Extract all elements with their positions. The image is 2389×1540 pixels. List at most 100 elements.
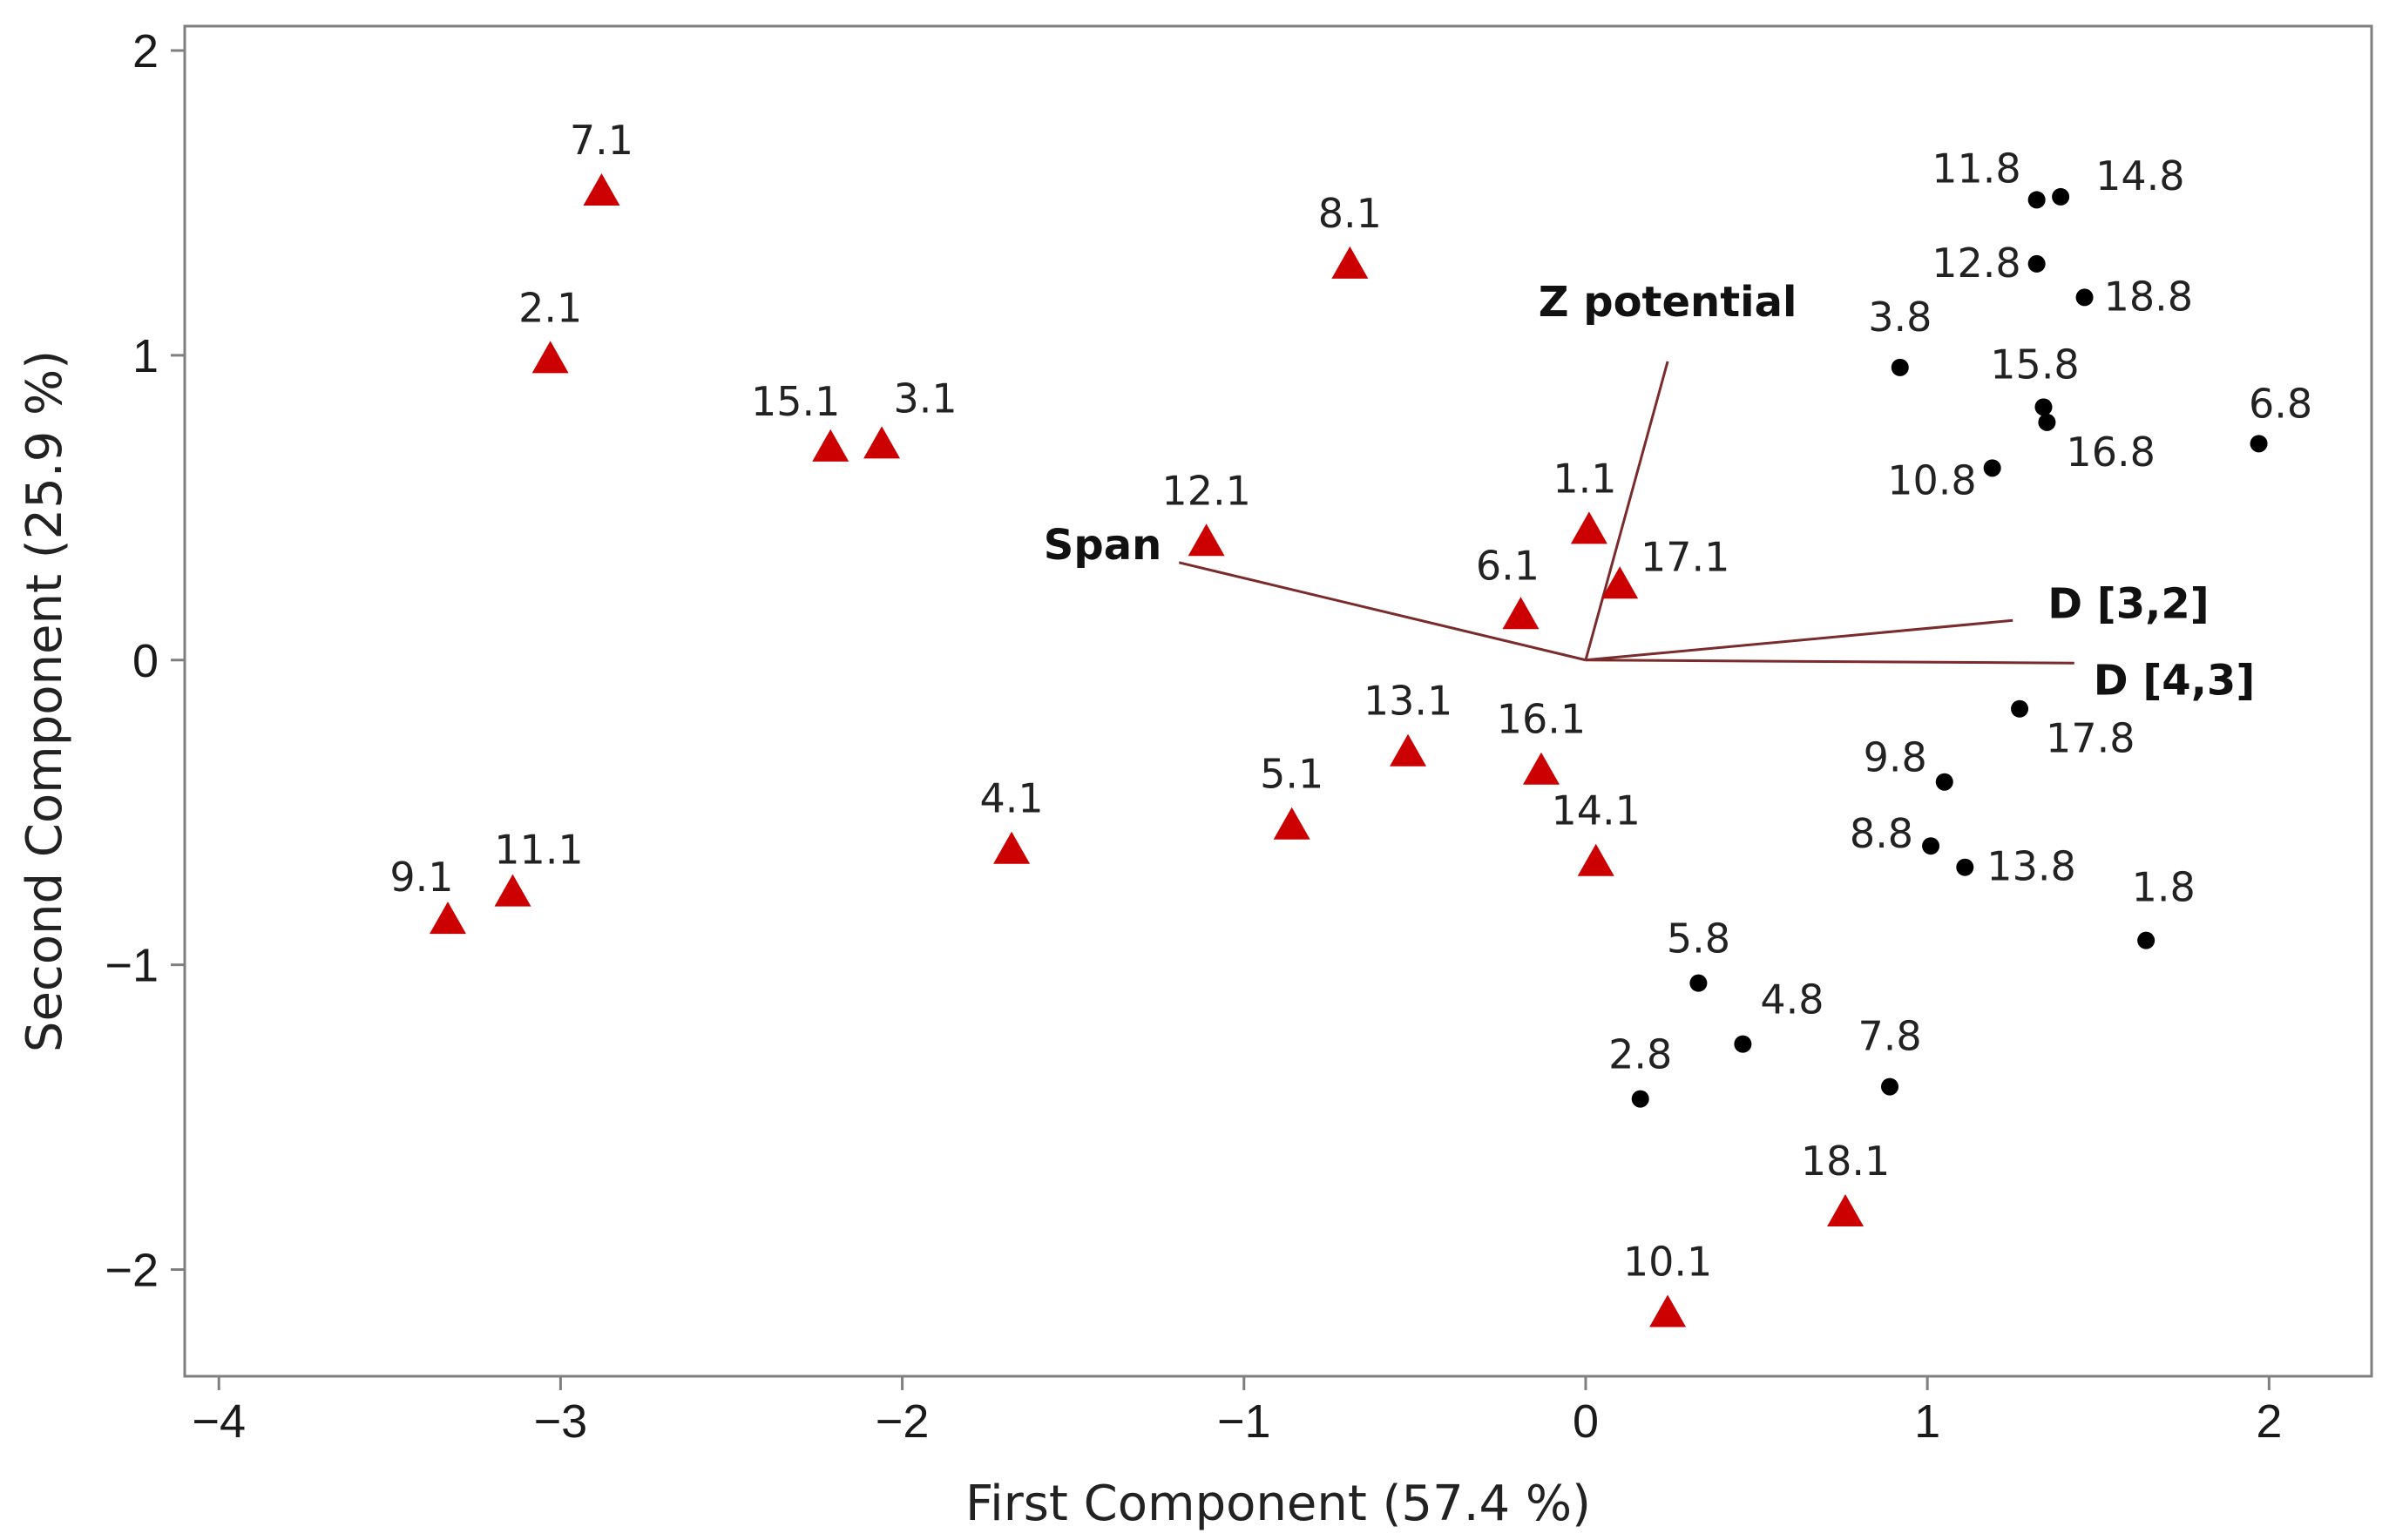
point-label: 4.1	[980, 775, 1044, 822]
dot-marker	[1631, 1090, 1649, 1108]
triangle-marker	[812, 429, 849, 462]
point-label: 11.8	[1932, 145, 2020, 192]
dot-marker	[2038, 413, 2056, 431]
triangle-marker	[863, 426, 901, 459]
triangle-marker	[1522, 752, 1560, 785]
y-tick-label: −2	[105, 1245, 159, 1297]
triangle-marker	[1570, 511, 1607, 544]
point-label: 5.8	[1667, 915, 1730, 962]
loading-vector-label: Z potential	[1539, 278, 1797, 327]
y-tick-label: 0	[132, 635, 159, 687]
dot-marker	[1922, 837, 1940, 855]
dot-marker	[2075, 288, 2094, 307]
point-label: 11.1	[494, 827, 583, 874]
loading-vector-line	[1178, 561, 1587, 662]
triangle-marker	[1390, 733, 1427, 767]
point-label: 7.1	[570, 117, 633, 164]
triangle-marker	[1502, 597, 1540, 630]
dot-marker	[2027, 254, 2046, 273]
point-label: 6.8	[2249, 380, 2312, 427]
point-label: 8.1	[1318, 190, 1382, 237]
dot-marker	[2137, 931, 2156, 949]
point-label: 14.8	[2095, 152, 2184, 199]
point-label: 6.1	[1476, 542, 1540, 589]
point-label: 3.1	[893, 375, 957, 422]
point-label: 10.1	[1623, 1239, 1712, 1286]
loading-vector-label: Span	[1044, 521, 1162, 570]
point-label: 18.1	[1801, 1138, 1890, 1185]
x-tick-label: 2	[2256, 1395, 2282, 1448]
loading-vector-label: D [4,3]	[2094, 656, 2255, 705]
point-label: 9.1	[389, 854, 453, 901]
dot-marker	[1734, 1035, 1752, 1053]
point-label: 7.8	[1858, 1013, 1921, 1060]
point-label: 16.8	[2066, 429, 2155, 476]
plot-area-frame	[183, 24, 2373, 1378]
point-label: 17.1	[1641, 533, 1729, 580]
dot-marker	[2011, 699, 2029, 718]
y-tick-label: −1	[105, 940, 159, 992]
triangle-marker	[1188, 523, 1225, 557]
x-axis-title: First Component (57.4 %)	[965, 1476, 1591, 1532]
y-axis: −2 −1 0 1 2	[105, 25, 185, 1297]
triangle-marker	[1273, 807, 1310, 840]
dot-marker	[1983, 459, 2001, 477]
dot-marker	[1891, 358, 1909, 376]
dot-marker	[1689, 974, 1708, 992]
dot-marker	[2027, 191, 2046, 209]
y-tick-label: 1	[132, 330, 159, 382]
triangle-marker	[494, 874, 531, 907]
loading-vector-label: D [3,2]	[2047, 579, 2209, 628]
dot-marker	[1881, 1077, 1899, 1096]
dot-marker	[2052, 187, 2070, 206]
point-label: 1.1	[1553, 455, 1616, 502]
x-tick-label: 0	[1573, 1395, 1599, 1448]
triangle-marker	[1827, 1194, 1865, 1227]
loading-vector-line	[1585, 659, 2074, 665]
point-label: 5.1	[1260, 751, 1323, 798]
triangle-marker	[1331, 246, 1369, 279]
triangle-marker	[531, 341, 569, 374]
point-label: 8.8	[1850, 810, 1913, 857]
point-label: 14.1	[1552, 787, 1641, 834]
triangle-marker	[1649, 1294, 1687, 1327]
x-tick-label: −1	[1217, 1395, 1271, 1448]
loading-vectors: Z potential Span D [3,2] D [4,3]	[1044, 278, 2256, 705]
point-label: 3.8	[1868, 294, 1932, 341]
dot-marker	[2250, 435, 2268, 453]
y-axis-title: Second Component (25.9 %)	[17, 350, 73, 1052]
x-tick-label: −4	[192, 1395, 246, 1448]
point-label: 18.8	[2104, 273, 2193, 320]
point-label: 15.8	[1990, 341, 2079, 388]
loading-vector-line	[1584, 361, 1669, 661]
loading-vector-line	[1585, 618, 2013, 662]
dot-marker	[2034, 398, 2053, 416]
point-label: 15.1	[751, 378, 840, 425]
y-tick-label: 2	[132, 25, 159, 78]
x-tick-label: −3	[534, 1395, 588, 1448]
point-label: 17.8	[2046, 715, 2135, 762]
triangle-marker	[1577, 843, 1614, 876]
dot-marker	[1935, 773, 1953, 791]
point-label: 1.8	[2132, 864, 2196, 911]
x-tick-label: 1	[1914, 1395, 1940, 1448]
triangle-marker	[429, 902, 466, 935]
dot-marker	[1956, 858, 1974, 876]
triangle-marker	[993, 831, 1031, 864]
x-axis: −4 −3 −2 −1 0 1 2	[192, 1376, 2282, 1448]
point-label: 16.1	[1497, 696, 1586, 743]
point-label: 13.8	[1986, 843, 2075, 890]
point-label: 2.1	[518, 284, 582, 331]
point-label: 4.8	[1760, 976, 1824, 1023]
point-label: 2.8	[1608, 1031, 1672, 1078]
data-points: 7.1 8.1 2.1 15.1 3.1 12.1 1.1 17.1 6.1 13.1 16.1 5.…	[389, 117, 2312, 1327]
point-label: 12.8	[1932, 240, 2020, 287]
triangle-marker	[1601, 566, 1639, 599]
triangle-marker	[583, 172, 620, 206]
x-tick-label: −2	[876, 1395, 930, 1448]
point-label: 12.1	[1161, 467, 1250, 514]
point-label: 13.1	[1364, 678, 1452, 725]
point-label: 9.8	[1864, 734, 1927, 781]
